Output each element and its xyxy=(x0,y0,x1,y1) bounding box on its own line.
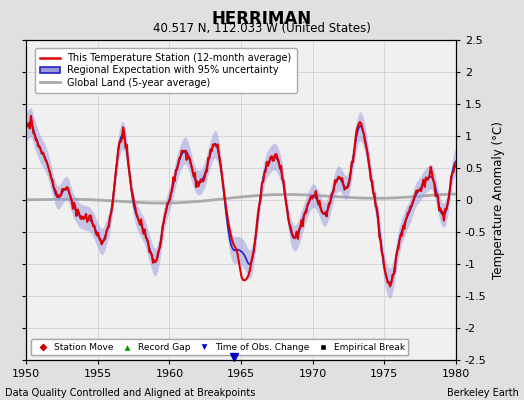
Text: 40.517 N, 112.033 W (United States): 40.517 N, 112.033 W (United States) xyxy=(153,22,371,35)
Text: Data Quality Controlled and Aligned at Breakpoints: Data Quality Controlled and Aligned at B… xyxy=(5,388,256,398)
Text: Berkeley Earth: Berkeley Earth xyxy=(447,388,519,398)
Y-axis label: Temperature Anomaly (°C): Temperature Anomaly (°C) xyxy=(492,121,505,279)
Legend: Station Move, Record Gap, Time of Obs. Change, Empirical Break: Station Move, Record Gap, Time of Obs. C… xyxy=(31,339,408,356)
Text: HERRIMAN: HERRIMAN xyxy=(212,10,312,28)
